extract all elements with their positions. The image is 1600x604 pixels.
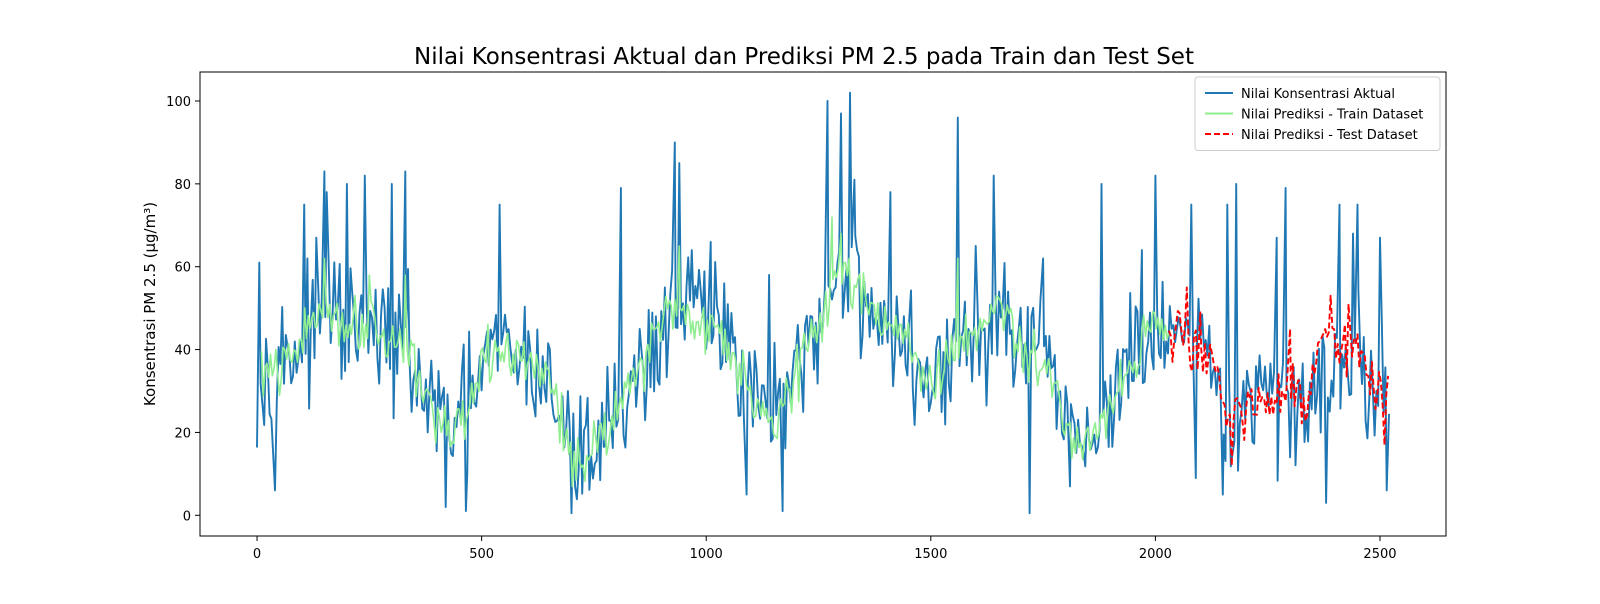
series-line-3 <box>1168 286 1390 467</box>
y-axis-title: Konsentrasi PM 2.5 (µg/m³) <box>141 202 159 406</box>
x-tick-label: 2500 <box>1363 547 1396 562</box>
plot-frame <box>199 71 1447 537</box>
legend-box <box>1194 76 1441 151</box>
y-tick-label: 60 <box>174 261 191 276</box>
y-tick-label: 40 <box>174 344 191 359</box>
legend-label: Nilai Prediksi - Test Dataset <box>1241 128 1418 143</box>
x-tick-label: 2000 <box>1139 547 1172 562</box>
x-tick-label: 1000 <box>690 547 723 562</box>
series-line-1 <box>256 91 1390 515</box>
plot-area <box>256 91 1390 515</box>
x-tick-label: 0 <box>253 547 261 562</box>
chart-title: Nilai Konsentrasi Aktual dan Prediksi PM… <box>414 44 1194 70</box>
x-tick-label: 1500 <box>914 547 947 562</box>
x-axis: 0 500 1000 1500 2000 2500 <box>253 536 1397 562</box>
legend-label: Nilai Konsentrasi Aktual <box>1241 87 1395 102</box>
y-axis: 0 20 40 60 80 100 <box>166 95 200 524</box>
legend: Nilai Konsentrasi Aktual Nilai Prediksi -… <box>1194 76 1441 151</box>
x-tick-label: 500 <box>469 547 494 562</box>
y-tick-label: 100 <box>166 95 191 110</box>
y-tick-label: 20 <box>174 426 191 441</box>
y-tick-label: 0 <box>183 509 191 524</box>
legend-label: Nilai Prediksi - Train Dataset <box>1241 108 1423 123</box>
y-tick-label: 80 <box>174 178 191 193</box>
series-line-2 <box>260 216 1170 488</box>
